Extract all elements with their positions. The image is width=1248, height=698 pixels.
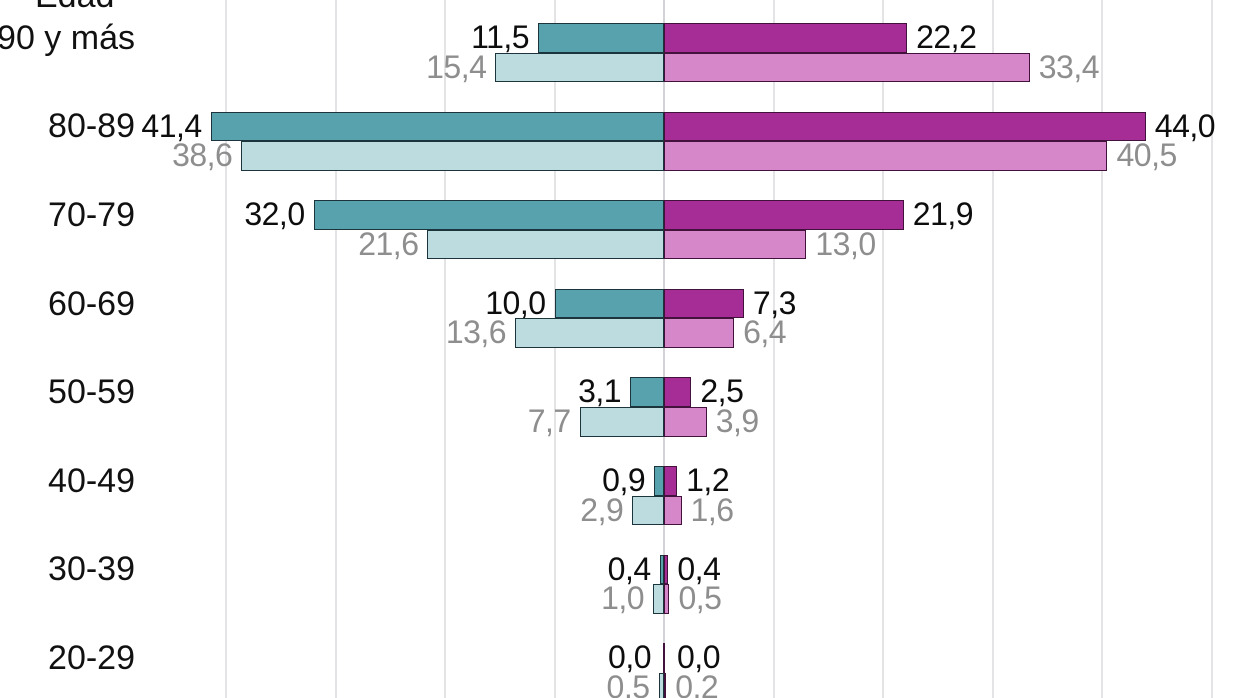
gridline: [225, 0, 227, 698]
value-label-right-dark: 22,2: [916, 19, 977, 55]
bar-left-light: [515, 318, 664, 348]
age-group-label: 90 y más: [0, 18, 135, 57]
bar-right-light: [664, 229, 807, 260]
value-label-right-dark: 1,2: [686, 462, 730, 498]
value-label-right-light: 0,2: [675, 668, 719, 698]
value-label-left-light: 0,5: [606, 668, 650, 698]
bar-left-light: [579, 407, 664, 437]
value-label-left-light: 2,9: [580, 491, 624, 528]
bar-left-dark: [630, 377, 664, 407]
value-label-left-dark: 0,4: [607, 550, 651, 587]
age-group-label: 20-29: [48, 639, 135, 677]
bar-left-dark: [313, 200, 664, 230]
bar-right-dark: [664, 554, 669, 585]
value-label-left-light: 38,6: [172, 137, 233, 174]
value-label-left-light: 13,6: [445, 314, 507, 351]
bar-left-light: [632, 495, 664, 526]
age-group-label: 70-79: [48, 196, 135, 234]
value-label-right-dark: 2,5: [700, 373, 744, 410]
gridline: [444, 0, 446, 698]
bar-left-dark: [538, 23, 664, 53]
bar-left-light: [495, 52, 664, 83]
age-group-label: 60-69: [48, 284, 135, 323]
bar-right-light: [664, 584, 670, 614]
value-label-left-light: 15,4: [426, 48, 487, 85]
gridline: [991, 0, 994, 698]
age-group-label: 50-59: [48, 373, 135, 412]
value-label-left-dark: 0,0: [608, 639, 651, 676]
value-label-right-light: 13,0: [815, 225, 876, 262]
value-label-left-light: 21,6: [358, 225, 419, 262]
bar-right-light: [664, 407, 707, 437]
bar-left-dark: [654, 466, 664, 496]
gridline: [334, 0, 337, 698]
gridline: [882, 0, 884, 698]
age-group-label: 40-49: [48, 461, 135, 500]
bar-right-dark: [664, 23, 908, 53]
value-label-left-dark: 41,4: [141, 107, 202, 144]
value-label-right-light: 6,4: [743, 314, 787, 351]
y-axis-title: Edad: [35, 0, 114, 13]
gridline: [772, 0, 775, 698]
value-label-right-dark: 7,3: [752, 284, 796, 321]
bar-left-light: [653, 584, 664, 614]
bar-right-dark: [664, 200, 904, 230]
bar-left-light: [427, 229, 664, 260]
bar-right-light: [664, 52, 1030, 83]
value-label-right-light: 0,5: [678, 580, 722, 617]
value-label-left-light: 1,0: [601, 580, 645, 617]
axis-center-line: [663, 0, 665, 698]
value-label-left-dark: 10,0: [485, 284, 546, 321]
bar-right-light: [664, 141, 1108, 171]
bar-left-dark: [210, 111, 664, 142]
value-label-left-light: 7,7: [527, 403, 571, 439]
bar-right-dark: [663, 643, 665, 673]
value-label-right-dark: 0,0: [677, 639, 720, 676]
age-group-label: 80-89: [48, 107, 135, 146]
bar-right-light: [664, 318, 735, 348]
age-group-label: 30-39: [48, 550, 135, 589]
value-label-right-light: 33,4: [1038, 48, 1100, 85]
bar-left-dark: [659, 554, 664, 585]
gridline: [553, 0, 556, 698]
value-label-right-dark: 21,9: [912, 196, 974, 233]
value-label-left-dark: 3,1: [578, 373, 622, 410]
value-label-left-dark: 0,9: [602, 462, 646, 498]
value-label-left-dark: 32,0: [244, 196, 305, 233]
bar-right-dark: [664, 466, 678, 496]
value-label-right-dark: 0,4: [677, 550, 721, 587]
bar-right-light: [664, 672, 667, 698]
bar-left-light: [658, 672, 664, 698]
bar-left-dark: [554, 288, 664, 319]
bar-right-light: [664, 495, 682, 526]
bar-left-light: [241, 141, 664, 171]
value-label-right-dark: 44,0: [1154, 107, 1216, 144]
value-label-right-light: 1,6: [690, 491, 734, 528]
value-label-right-light: 3,9: [715, 403, 759, 439]
gridline: [1210, 0, 1213, 698]
bar-right-dark: [664, 377, 692, 407]
gridline: [1101, 0, 1103, 698]
value-label-right-light: 40,5: [1116, 137, 1177, 174]
bar-right-dark: [664, 111, 1146, 142]
value-label-left-dark: 11,5: [471, 19, 530, 55]
bar-right-dark: [664, 288, 744, 319]
